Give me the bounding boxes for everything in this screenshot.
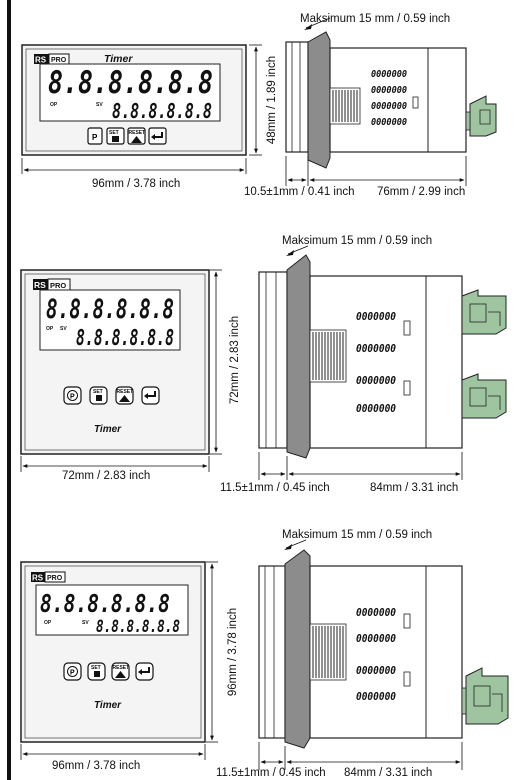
- side-view: 0000000 0000000 0000000 0000000: [258, 254, 507, 459]
- svg-text:SET: SET: [93, 389, 103, 395]
- display-top: 8.8.8.8.8.8: [46, 294, 174, 325]
- vent-slots: 0000000 0000000 0000000 0000000: [371, 69, 419, 128]
- key-set[interactable]: SET: [89, 386, 108, 405]
- front-height-label: 48mm / 1.89 inch: [266, 56, 278, 144]
- sv-label: SV: [60, 326, 67, 332]
- device-title: Timer: [94, 424, 122, 435]
- vent-slots: 0000000 0000000 0000000 0000000: [356, 606, 411, 703]
- mounting-bracket: [286, 254, 311, 459]
- vent-slots: 0000000 0000000 0000000 0000000: [356, 310, 411, 415]
- brand-logo: RS PRO: [31, 571, 66, 583]
- offset-label: 11.5±1mm / 0.45 inch: [216, 767, 326, 779]
- terminal-connector: [461, 667, 509, 725]
- depth-label: 76mm / 2.99 inch: [377, 186, 465, 198]
- depth-label: 84mm / 3.31 inch: [370, 482, 458, 494]
- front-height-label: 96mm / 3.78 inch: [227, 608, 239, 696]
- max-thickness-label: Maksimum 15 mm / 0.59 inch: [300, 13, 450, 25]
- front-view: RS PRO Timer 8.8.8.8.8.8 8.8.8.8.8.8 OP …: [21, 44, 247, 156]
- unit-96x96: RS PRO 8.8.8.8.8.8 8.8.8.8.8.8 OP SV P S…: [20, 529, 509, 779]
- front-width-label: 96mm / 3.78 inch: [92, 178, 180, 190]
- svg-text:PRO: PRO: [50, 281, 66, 290]
- bezel: [258, 565, 286, 739]
- key-reset[interactable]: RESET: [115, 386, 134, 405]
- mounting-bracket: [307, 31, 331, 169]
- device-title: Timer: [94, 700, 122, 711]
- key-enter[interactable]: [135, 662, 154, 681]
- side-view: 0000000 0000000 0000000 0000000: [258, 549, 509, 749]
- svg-text:RS: RS: [35, 56, 47, 65]
- svg-text:0000000: 0000000: [356, 342, 396, 355]
- display-bottom: 8.8.8.8.8.8: [112, 99, 212, 123]
- key-enter[interactable]: [148, 127, 167, 145]
- display-top: 8.8.8.8.8.8: [40, 589, 170, 618]
- side-view: 0000000 0000000 0000000 0000000: [285, 31, 497, 169]
- svg-text:0000000: 0000000: [356, 632, 396, 645]
- bezel: [285, 41, 309, 153]
- brand-logo: RS PRO: [33, 278, 71, 291]
- unit-48x96: RS PRO Timer 8.8.8.8.8.8 8.8.8.8.8.8 OP …: [21, 13, 497, 198]
- svg-text:PRO: PRO: [47, 575, 63, 582]
- svg-text:0000000: 0000000: [356, 690, 396, 703]
- terminal-connector-upper: [461, 289, 507, 335]
- svg-text:0000000: 0000000: [356, 606, 396, 619]
- svg-text:0000000: 0000000: [371, 85, 407, 96]
- sv-label: SV: [82, 620, 89, 626]
- key-enter[interactable]: [141, 386, 160, 405]
- key-p[interactable]: P: [63, 386, 82, 405]
- terminal-connector-lower: [461, 373, 507, 419]
- depth-label: 84mm / 3.31 inch: [344, 767, 432, 779]
- brand-logo: RS PRO: [34, 53, 70, 65]
- display-window: [35, 584, 189, 636]
- svg-text:P: P: [70, 670, 75, 677]
- device-title: Timer: [104, 53, 133, 65]
- front-view: RS PRO 8.8.8.8.8.8 8.8.8.8.8.8 OP SV P S…: [20, 269, 210, 455]
- svg-text:0000000: 0000000: [371, 69, 407, 80]
- key-reset[interactable]: RESET: [127, 127, 146, 145]
- display-top: 8.8.8.8.8.8: [48, 65, 213, 101]
- svg-text:RESET: RESET: [129, 130, 146, 136]
- svg-text:P: P: [70, 394, 75, 401]
- display-window: [39, 289, 181, 351]
- svg-text:0000000: 0000000: [371, 117, 407, 128]
- terminal-connector: [465, 95, 497, 137]
- display-bottom: 8.8.8.8.8.8: [96, 617, 180, 637]
- key-set[interactable]: SET: [106, 127, 125, 145]
- svg-text:0000000: 0000000: [356, 374, 396, 387]
- svg-text:SET: SET: [109, 130, 119, 136]
- front-height-label: 72mm / 2.83 inch: [229, 316, 241, 404]
- svg-text:RS: RS: [32, 574, 44, 583]
- front-width-label: 72mm / 2.83 inch: [62, 470, 150, 482]
- mounting-bracket: [284, 549, 311, 749]
- op-label: OP: [50, 102, 58, 108]
- svg-text:0000000: 0000000: [371, 101, 407, 112]
- front-view: RS PRO 8.8.8.8.8.8 8.8.8.8.8.8 OP SV P S…: [20, 561, 206, 743]
- bezel: [258, 271, 288, 449]
- svg-text:P: P: [92, 133, 98, 142]
- max-thickness-label: Maksimum 15 mm / 0.59 inch: [282, 235, 432, 247]
- sv-label: SV: [96, 102, 103, 108]
- svg-text:RESET: RESET: [117, 389, 134, 395]
- max-thickness-label: Maksimum 15 mm / 0.59 inch: [282, 529, 432, 541]
- key-set[interactable]: SET: [87, 662, 106, 681]
- offset-label: 11.5±1mm / 0.45 inch: [220, 482, 330, 494]
- unit-72x72: RS PRO 8.8.8.8.8.8 8.8.8.8.8.8 OP SV P S…: [20, 235, 507, 494]
- display-window: [39, 63, 221, 122]
- op-label: OP: [44, 620, 52, 626]
- svg-text:RS: RS: [34, 280, 46, 290]
- svg-text:SET: SET: [91, 665, 101, 671]
- offset-label: 10.5±1mm / 0.41 inch: [244, 186, 355, 198]
- key-p[interactable]: P: [63, 662, 82, 681]
- key-p[interactable]: P: [87, 127, 103, 145]
- svg-text:0000000: 0000000: [356, 310, 396, 323]
- op-label: OP: [46, 326, 54, 332]
- svg-text:PRO: PRO: [51, 57, 67, 64]
- display-bottom: 8.8.8.8.8.8: [76, 326, 174, 351]
- front-width-label: 96mm / 3.78 inch: [52, 760, 140, 772]
- svg-text:RESET: RESET: [113, 665, 130, 671]
- svg-text:0000000: 0000000: [356, 664, 396, 677]
- key-reset[interactable]: RESET: [111, 662, 130, 681]
- svg-text:0000000: 0000000: [356, 402, 396, 415]
